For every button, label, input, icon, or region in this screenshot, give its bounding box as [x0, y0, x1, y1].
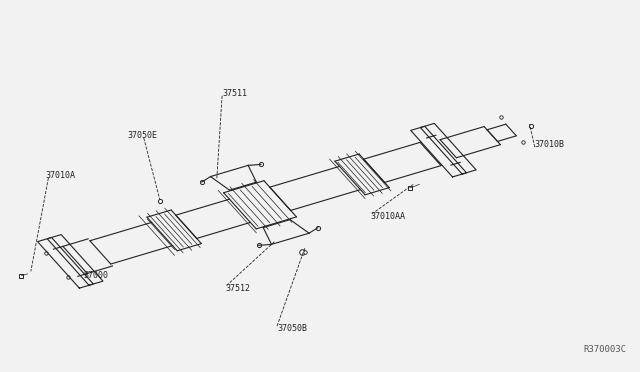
Text: 37010A: 37010A: [45, 171, 76, 180]
Text: 37000: 37000: [83, 270, 108, 280]
Text: 37512: 37512: [225, 284, 250, 293]
Text: 37050B: 37050B: [277, 324, 307, 333]
Text: 37010B: 37010B: [535, 140, 564, 149]
Text: 37050E: 37050E: [127, 131, 157, 140]
Text: 37010AA: 37010AA: [371, 212, 406, 221]
Text: 37511: 37511: [222, 89, 247, 98]
Text: R370003C: R370003C: [583, 345, 627, 354]
